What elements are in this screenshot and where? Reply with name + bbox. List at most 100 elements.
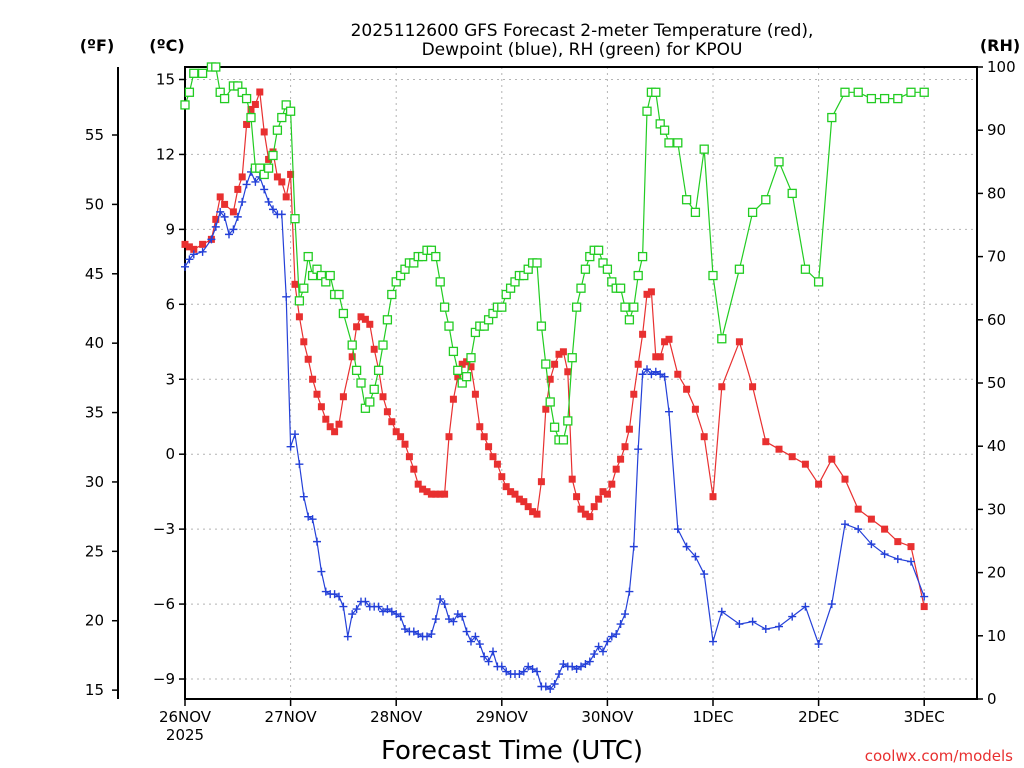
temperature-marker bbox=[238, 173, 246, 181]
rh-marker bbox=[919, 87, 929, 97]
temperature-marker bbox=[190, 245, 198, 253]
rh-marker bbox=[827, 112, 837, 123]
temperature-marker bbox=[502, 483, 510, 491]
rh-marker bbox=[382, 315, 393, 325]
rh-marker bbox=[681, 195, 692, 205]
temperature-marker bbox=[665, 335, 673, 343]
temperature-marker bbox=[361, 315, 369, 323]
temperature-marker bbox=[405, 453, 413, 461]
temperature-marker bbox=[282, 193, 290, 201]
temperature-marker bbox=[216, 193, 224, 201]
dewpoint-marker bbox=[682, 542, 691, 551]
dewpoint-marker bbox=[568, 662, 577, 671]
rh-marker bbox=[717, 334, 727, 344]
temperature-marker bbox=[304, 355, 312, 363]
rh-marker bbox=[439, 302, 450, 312]
temperature-marker bbox=[788, 453, 796, 461]
rh-marker bbox=[558, 435, 569, 445]
rh-marker bbox=[211, 62, 221, 72]
temperature-marker bbox=[867, 515, 875, 523]
dewpoint-marker bbox=[238, 197, 247, 206]
celsius-tick-label: 0 bbox=[165, 445, 175, 463]
rh-marker bbox=[813, 277, 824, 287]
x-tick-label: 26NOV bbox=[159, 708, 212, 726]
rh-marker bbox=[593, 245, 604, 255]
rh-marker bbox=[268, 150, 278, 161]
rh-marker bbox=[435, 277, 445, 287]
temperature-marker bbox=[551, 360, 559, 368]
temperature-marker bbox=[542, 405, 550, 413]
rh-marker bbox=[642, 106, 652, 116]
rh-tick-label: 10 bbox=[987, 627, 1006, 645]
rh-tick-label: 40 bbox=[987, 437, 1006, 455]
dewpoint-marker bbox=[616, 620, 625, 629]
dewpoint-marker bbox=[559, 660, 568, 669]
rh-marker bbox=[580, 264, 591, 274]
dewpoint-marker bbox=[590, 650, 599, 659]
temperature-marker bbox=[322, 415, 330, 423]
temperature-marker bbox=[379, 393, 387, 401]
dewpoint-marker bbox=[471, 632, 480, 641]
rh-marker bbox=[637, 251, 648, 262]
rh-marker bbox=[563, 416, 573, 426]
dewpoint-marker bbox=[286, 442, 295, 451]
rh-unit-label: (RH) bbox=[980, 36, 1020, 55]
temperature-marker bbox=[357, 313, 365, 321]
rh-tick-label: 100 bbox=[987, 58, 1016, 76]
temperature-marker bbox=[366, 320, 374, 328]
dewpoint-marker bbox=[691, 552, 700, 561]
dewpoint-marker bbox=[251, 177, 260, 186]
dewpoint-marker bbox=[651, 367, 660, 376]
rh-marker bbox=[734, 264, 745, 274]
dewpoint-marker bbox=[700, 570, 709, 579]
temperature-marker bbox=[273, 173, 281, 181]
temperature-marker bbox=[555, 350, 563, 358]
dewpoint-marker bbox=[335, 592, 343, 601]
temperature-marker bbox=[485, 443, 493, 451]
rh-marker bbox=[659, 125, 670, 135]
rh-marker bbox=[219, 93, 230, 104]
rh-marker bbox=[497, 302, 507, 312]
rh-marker bbox=[241, 93, 252, 104]
dewpoint-marker bbox=[594, 642, 603, 651]
dewpoint-marker bbox=[387, 607, 396, 616]
celsius-tick-label: −6 bbox=[153, 595, 175, 613]
temperature-marker bbox=[529, 508, 537, 516]
temperature-marker bbox=[621, 443, 629, 451]
temperature-marker bbox=[309, 375, 317, 383]
fahrenheit-tick-label: 40 bbox=[85, 334, 104, 352]
temperature-marker bbox=[801, 460, 809, 468]
dewpoint-marker bbox=[414, 630, 423, 639]
rh-marker bbox=[576, 283, 586, 293]
celsius-tick-label: 6 bbox=[165, 295, 175, 313]
dewpoint-marker bbox=[330, 590, 339, 599]
temperature-marker bbox=[247, 105, 255, 113]
temperature-marker bbox=[507, 488, 515, 496]
rh-marker bbox=[761, 195, 771, 205]
temperature-marker bbox=[735, 338, 743, 346]
temperature-marker bbox=[841, 475, 849, 483]
dewpoint-marker bbox=[216, 207, 225, 216]
dewpoint-marker bbox=[519, 667, 528, 676]
dewpoint-marker bbox=[374, 602, 383, 611]
temperature-marker bbox=[467, 363, 475, 371]
rh-tick-label: 60 bbox=[987, 311, 1006, 329]
dewpoint-marker bbox=[665, 407, 673, 416]
axes bbox=[112, 66, 983, 706]
temperature-marker bbox=[661, 338, 669, 346]
rh-tick-label: 30 bbox=[987, 500, 1006, 518]
rh-marker bbox=[633, 270, 643, 281]
dewpoint-marker bbox=[585, 657, 594, 666]
temperature-marker bbox=[533, 510, 541, 518]
chart-title-line-1: 2025112600 GFS Forecast 2-meter Temperat… bbox=[351, 21, 814, 41]
rh-tick-label: 50 bbox=[987, 374, 1006, 392]
temperature-marker bbox=[423, 488, 431, 496]
temperature-marker bbox=[568, 475, 576, 483]
temperature-marker bbox=[815, 480, 823, 488]
temperature-marker bbox=[454, 373, 462, 381]
temperature-marker bbox=[762, 438, 770, 446]
dewpoint-marker bbox=[748, 617, 757, 626]
dewpoint-marker bbox=[502, 667, 511, 676]
celsius-tick-label: −9 bbox=[153, 670, 175, 688]
